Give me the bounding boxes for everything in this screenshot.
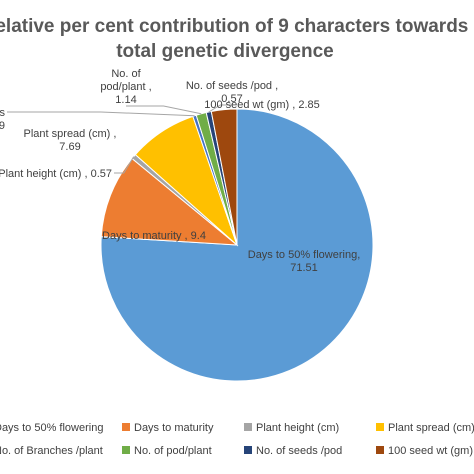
data-label-6-line-2: pod/plant , (100, 81, 151, 93)
leader-line-6 (126, 105, 202, 115)
data-label-2: Days to maturity , 9.4 (102, 230, 206, 242)
data-label-3: Plant height (cm) , 0.57 (0, 168, 112, 180)
legend-label-6: No. of pod/plant (134, 445, 212, 457)
legend-label-1: Days to 50% flowering (0, 422, 103, 434)
data-label-2-line-1: Days to maturity , 9.4 (102, 230, 206, 242)
legend-swatch-2 (122, 423, 130, 431)
chart-title: Relative per cent contribution of 9 char… (0, 16, 468, 62)
data-label-1: Days to 50% flowering, 71.51 (248, 249, 361, 274)
leader-line-5 (7, 111, 195, 117)
legend-label-7: No. of seeds /pod (256, 445, 342, 457)
pie-slice-8 (210, 108, 238, 246)
data-label-7: No. of seeds /pod , 0.57 (186, 80, 278, 105)
data-label-1-line-2: 71.51 (290, 262, 318, 274)
legend: Days to 50% flowering Days to maturity Pla… (0, 422, 474, 457)
pie-slices (100, 108, 374, 382)
leader-line-7 (208, 104, 232, 113)
legend-label-4: Plant spread (cm) (388, 422, 474, 434)
legend-label-8: 100 seed wt (gm) (388, 445, 473, 457)
data-label-8-line-1: 100 seed wt (gm) , 2.85 (204, 99, 320, 111)
chart-title-line-2: total genetic divergence (116, 41, 334, 62)
legend-swatch-7 (244, 446, 252, 454)
chart-title-line-1: Relative per cent contribution of 9 char… (0, 16, 468, 37)
data-label-5: No. of Branches/plant , 0.39 (0, 107, 5, 132)
data-label-5-line-1: No. of Branches (0, 107, 5, 119)
data-label-4-line-1: Plant spread (cm) , (24, 128, 117, 140)
legend-swatch-8 (376, 446, 384, 454)
data-label-6-line-3: 1.14 (115, 94, 136, 106)
data-label-3-line-1: Plant height (cm) , 0.57 (0, 168, 112, 180)
data-label-6-line-1: No. of (111, 68, 141, 80)
legend-swatch-6 (122, 446, 130, 454)
leader-lines (7, 104, 232, 174)
legend-label-2: Days to maturity (134, 422, 214, 434)
data-label-4: Plant spread (cm) , 7.69 (24, 128, 117, 153)
legend-label-3: Plant height (cm) (256, 422, 339, 434)
data-label-7-line-1: No. of seeds /pod , (186, 80, 278, 92)
data-label-6: No. of pod/plant , 1.14 (100, 68, 151, 106)
legend-swatch-3 (244, 423, 252, 431)
legend-swatch-4 (376, 423, 384, 431)
data-label-5-line-2: /plant , 0.39 (0, 120, 5, 132)
pie-slice-2 (100, 157, 239, 246)
data-label-1-line-1: Days to 50% flowering, (248, 249, 361, 261)
data-labels: Days to 50% flowering, 71.51 Days to matur… (0, 68, 360, 274)
data-label-7-line-2: 0.57 (221, 93, 242, 105)
legend-label-5: No. of Branches /plant (0, 445, 103, 457)
leader-line-3 (114, 156, 135, 174)
data-label-8: 100 seed wt (gm) , 2.85 (204, 99, 320, 111)
data-label-4-line-2: 7.69 (59, 141, 80, 153)
